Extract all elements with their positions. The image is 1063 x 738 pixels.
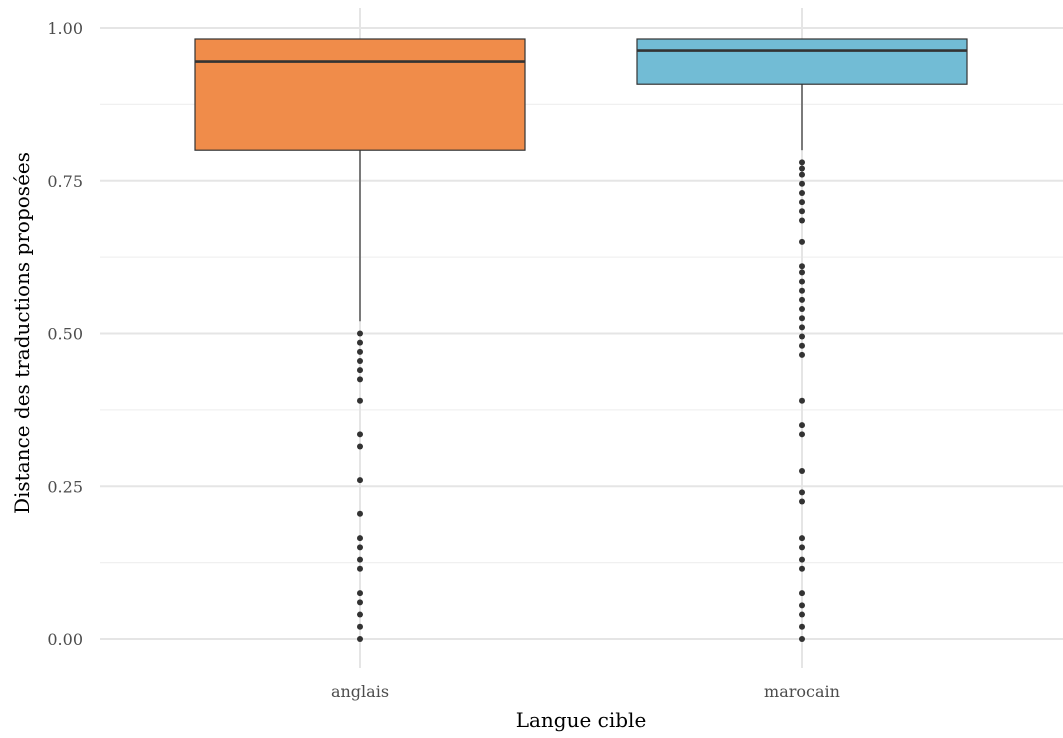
outlier-point bbox=[799, 636, 805, 642]
outlier-point bbox=[799, 467, 805, 474]
outlier-point bbox=[357, 477, 363, 484]
outlier-point bbox=[799, 306, 805, 313]
boxes bbox=[194, 38, 968, 642]
outlier-point bbox=[357, 565, 363, 572]
outlier-point bbox=[357, 330, 363, 337]
outlier-point bbox=[799, 342, 805, 349]
outlier-point bbox=[357, 376, 363, 383]
outlier-point bbox=[357, 339, 363, 346]
y-axis-title: Distance des traductions proposées bbox=[10, 152, 34, 514]
outlier-point bbox=[799, 287, 805, 294]
outlier-point bbox=[357, 367, 363, 374]
outlier-point bbox=[357, 443, 363, 450]
outlier-point bbox=[357, 544, 363, 551]
outlier-point bbox=[799, 238, 805, 245]
y-tick-label: 0.25 bbox=[47, 477, 83, 496]
y-tick-label: 0.00 bbox=[47, 630, 83, 649]
outlier-point bbox=[799, 397, 805, 404]
outlier-point bbox=[357, 357, 363, 364]
outlier-point bbox=[799, 269, 805, 276]
outlier-point bbox=[357, 590, 363, 597]
y-tick-label: 1.00 bbox=[47, 19, 83, 38]
outlier-point bbox=[799, 217, 805, 224]
outlier-point bbox=[799, 535, 805, 542]
outlier-point bbox=[799, 278, 805, 285]
y-tick-label: 0.75 bbox=[47, 172, 83, 191]
outlier-point bbox=[799, 165, 805, 172]
x-tick-label-anglais: anglais bbox=[331, 682, 389, 701]
outlier-point bbox=[799, 189, 805, 196]
x-axis-title: Langue cible bbox=[516, 708, 647, 732]
box-anglais bbox=[194, 38, 526, 642]
outlier-point bbox=[799, 199, 805, 206]
outlier-point bbox=[799, 590, 805, 597]
outlier-point bbox=[357, 348, 363, 355]
x-tick-label-marocain: marocain bbox=[764, 682, 840, 701]
outlier-point bbox=[799, 611, 805, 618]
outlier-point bbox=[799, 544, 805, 551]
outlier-point bbox=[357, 636, 363, 642]
outlier-point bbox=[799, 315, 805, 322]
outlier-point bbox=[357, 599, 363, 606]
outlier-point bbox=[357, 535, 363, 542]
outlier-point bbox=[799, 324, 805, 331]
outlier-point bbox=[799, 159, 805, 166]
outlier-point bbox=[799, 498, 805, 505]
outlier-point bbox=[799, 602, 805, 609]
outlier-point bbox=[357, 611, 363, 618]
x-axis-ticks: anglais marocain bbox=[331, 682, 840, 701]
outlier-point bbox=[799, 208, 805, 215]
y-tick-label: 0.50 bbox=[47, 325, 83, 344]
outlier-point bbox=[357, 623, 363, 630]
outlier-point bbox=[799, 422, 805, 429]
outlier-point bbox=[357, 556, 363, 563]
outlier-point bbox=[357, 397, 363, 404]
outlier-point bbox=[799, 556, 805, 563]
box-iqr bbox=[194, 38, 526, 151]
outlier-point bbox=[799, 296, 805, 303]
outlier-point bbox=[799, 171, 805, 178]
outlier-point bbox=[799, 333, 805, 340]
outlier-point bbox=[357, 431, 363, 438]
outlier-point bbox=[799, 431, 805, 438]
outlier-point bbox=[799, 489, 805, 496]
outlier-point bbox=[799, 180, 805, 187]
y-axis-ticks: 0.00 0.25 0.50 0.75 1.00 bbox=[47, 19, 83, 649]
box-iqr bbox=[636, 38, 968, 85]
box-marocain bbox=[636, 38, 968, 642]
outlier-point bbox=[357, 510, 363, 517]
outlier-point bbox=[799, 565, 805, 572]
outlier-point bbox=[799, 351, 805, 358]
outlier-point bbox=[799, 623, 805, 630]
outlier-point bbox=[799, 263, 805, 270]
